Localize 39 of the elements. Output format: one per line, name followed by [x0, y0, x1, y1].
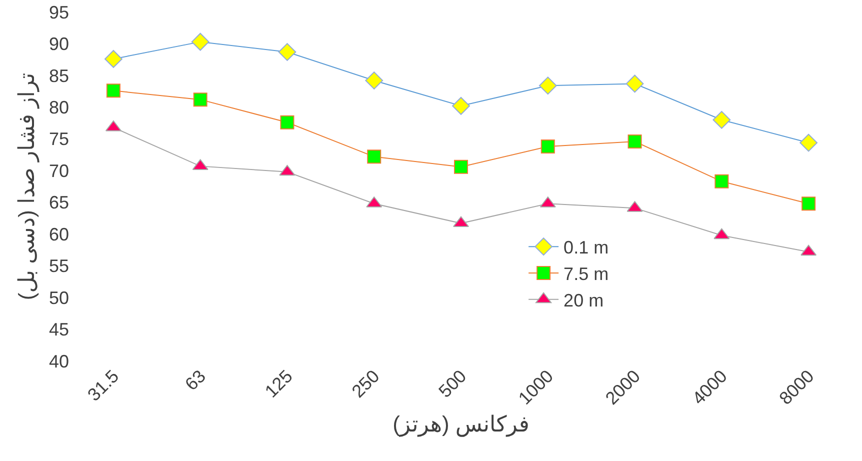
y-tick-label: 55: [48, 256, 69, 276]
point: [106, 84, 120, 98]
y-tick-label: 50: [48, 288, 69, 308]
point: [800, 134, 818, 152]
point: [191, 32, 210, 51]
y-tick-label: 80: [48, 97, 69, 118]
point: [367, 150, 382, 164]
point: [454, 160, 468, 174]
x-tick-label: 500: [434, 366, 470, 402]
y-tick-label: 95: [48, 2, 69, 22]
point: [452, 96, 470, 115]
point: [540, 140, 555, 154]
x-tick-label: 250: [348, 366, 384, 402]
y-tick-label: 70: [48, 160, 69, 181]
legend-label: 0.1 m: [564, 238, 609, 258]
y-tick-label: 75: [48, 129, 69, 150]
point: [538, 76, 557, 95]
x-tick-label: 63: [181, 366, 210, 394]
y-tick-label: 40: [48, 351, 69, 372]
point: [193, 92, 208, 107]
point: [278, 43, 296, 61]
y-tick-label: 90: [48, 34, 69, 54]
point: [712, 110, 731, 129]
y-tick-label: 60: [48, 224, 69, 244]
point: [365, 72, 384, 90]
point: [628, 134, 642, 148]
legend-label: 20 m: [564, 290, 604, 310]
y-tick-label: 85: [48, 66, 69, 86]
point: [104, 50, 122, 68]
legend-label: 7.5 m: [564, 264, 609, 284]
point: [714, 174, 729, 188]
y-tick-label: 65: [48, 192, 69, 213]
point: [626, 74, 644, 93]
point: [802, 196, 816, 211]
point: [280, 115, 294, 130]
x-axis-title: فرکانس (هرتز): [392, 411, 530, 438]
y-tick-label: 45: [48, 320, 69, 340]
y-axis-title: تراز فشار صدا (دسی بل): [14, 72, 40, 300]
x-tick-label: 125: [261, 366, 296, 402]
